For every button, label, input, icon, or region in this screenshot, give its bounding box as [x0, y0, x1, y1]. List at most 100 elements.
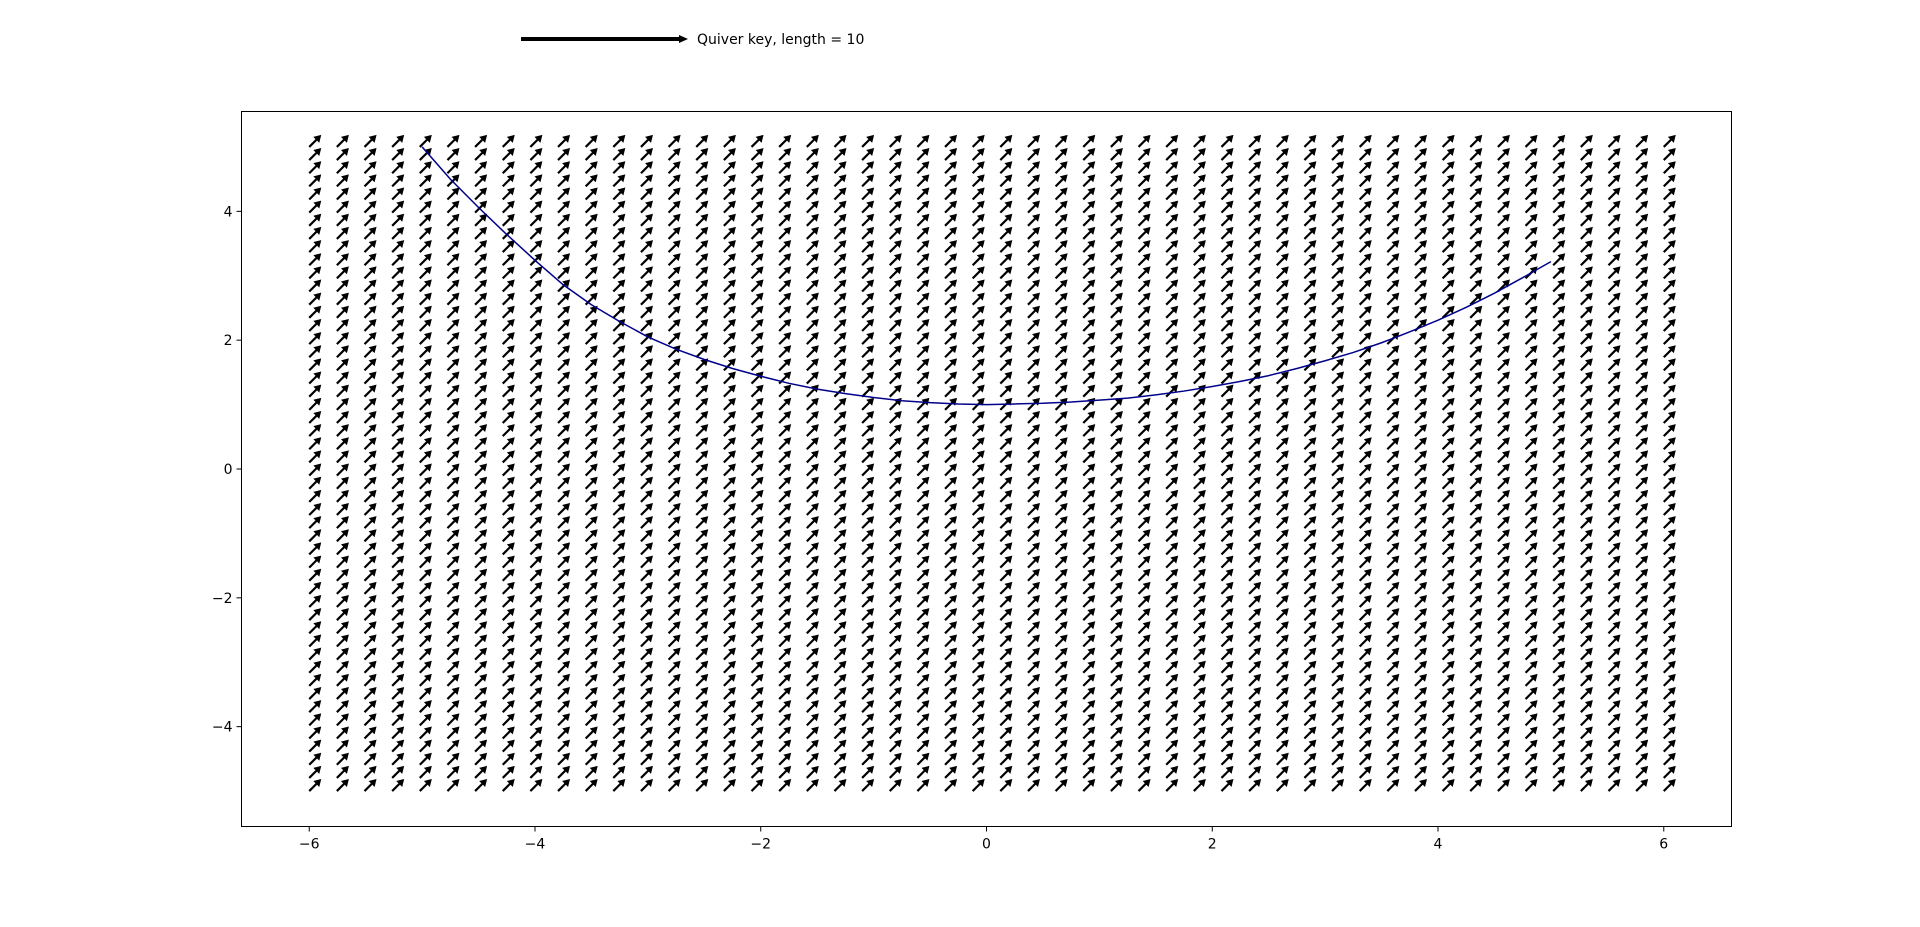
quiver-arrow	[1635, 358, 1649, 372]
quiver-arrow	[750, 555, 764, 569]
quiver-arrow	[1469, 345, 1483, 359]
quiver-arrow	[1358, 134, 1372, 148]
quiver-arrow	[1027, 187, 1040, 201]
quiver-arrow	[916, 450, 930, 464]
quiver-arrow	[1386, 765, 1400, 779]
quiver-arrow	[916, 608, 930, 621]
quiver-arrow	[806, 279, 819, 293]
quiver-arrow	[308, 148, 322, 161]
quiver-arrow	[1469, 779, 1483, 792]
quiver-arrow	[999, 542, 1013, 556]
quiver-arrow	[1358, 555, 1372, 569]
quiver-arrow	[1165, 161, 1179, 174]
quiver-arrow	[944, 424, 958, 437]
quiver-arrow	[778, 555, 792, 569]
quiver-arrow	[529, 345, 543, 359]
quiver-arrow	[1054, 187, 1068, 201]
quiver-arrow	[1137, 226, 1151, 240]
quiver-arrow	[446, 700, 460, 713]
quiver-key-label: Quiver key, length = 10	[697, 32, 864, 48]
quiver-arrow	[1414, 292, 1427, 306]
quiver-arrow	[1635, 148, 1649, 161]
quiver-arrow	[1303, 581, 1317, 595]
quiver-arrow	[1386, 660, 1400, 674]
quiver-arrow	[1386, 213, 1400, 227]
quiver-arrow	[640, 700, 653, 713]
quiver-arrow	[612, 397, 626, 411]
quiver-arrow	[501, 608, 515, 621]
quiver-arrow	[723, 516, 736, 529]
quiver-arrow	[308, 581, 322, 595]
quiver-arrow	[1165, 647, 1179, 661]
quiver-arrow	[1552, 187, 1566, 201]
quiver-arrow	[336, 253, 349, 267]
quiver-arrow	[1524, 134, 1538, 148]
quiver-arrow	[1220, 608, 1234, 621]
quiver-arrow	[1469, 187, 1483, 201]
quiver-arrow	[695, 424, 709, 437]
quiver-arrow	[474, 687, 488, 700]
quiver-arrow	[944, 200, 958, 214]
quiver-arrow	[861, 345, 875, 359]
quiver-arrow	[695, 213, 709, 227]
quiver-arrow	[999, 660, 1013, 674]
quiver-arrow	[1110, 292, 1123, 306]
quiver-arrow	[1027, 765, 1040, 779]
quiver-arrow	[1248, 384, 1262, 398]
quiver-arrow	[308, 226, 322, 240]
quiver-arrow	[750, 187, 764, 201]
quiver-arrow	[750, 713, 764, 727]
quiver-arrow	[750, 529, 764, 543]
quiver-arrow	[612, 595, 626, 608]
quiver-arrow	[501, 660, 515, 674]
quiver-arrow	[861, 410, 875, 424]
quiver-arrow	[1386, 450, 1400, 464]
quiver-arrow	[778, 318, 792, 332]
quiver-arrow	[1193, 502, 1206, 516]
quiver-arrow	[1386, 687, 1400, 700]
quiver-arrow	[1469, 621, 1483, 635]
quiver-arrow	[640, 279, 653, 293]
quiver-arrow	[944, 161, 958, 174]
quiver-arrow	[1441, 187, 1455, 201]
quiver-arrow	[833, 673, 847, 687]
quiver-arrow	[1635, 134, 1649, 148]
quiver-arrow	[1054, 476, 1068, 490]
quiver-arrow	[1358, 187, 1372, 201]
quiver-arrow	[584, 621, 598, 635]
quiver-arrow	[446, 752, 460, 766]
quiver-arrow	[640, 516, 653, 529]
quiver-arrow	[557, 700, 571, 713]
quiver-arrow	[695, 134, 709, 148]
quiver-arrow	[944, 581, 958, 595]
quiver-arrow	[1137, 148, 1151, 161]
quiver-arrow	[1303, 161, 1317, 174]
quiver-arrow	[806, 608, 819, 621]
quiver-arrow	[1165, 529, 1179, 543]
quiver-arrow	[612, 437, 626, 451]
quiver-arrow	[584, 516, 598, 529]
quiver-arrow	[1331, 345, 1345, 359]
quiver-arrow	[1303, 213, 1317, 227]
quiver-arrow	[501, 765, 515, 779]
quiver-arrow	[667, 726, 681, 740]
quiver-arrow	[1635, 305, 1649, 319]
quiver-arrow	[391, 213, 405, 227]
quiver-arrow	[557, 187, 571, 201]
quiver-arrow	[1607, 226, 1621, 240]
quiver-arrow	[723, 568, 736, 582]
quiver-arrow	[667, 673, 681, 687]
quiver-arrow	[640, 148, 653, 161]
quiver-arrow	[1414, 700, 1427, 713]
quiver-arrow	[640, 765, 653, 779]
quiver-arrow	[1469, 358, 1483, 372]
quiver-arrow	[1386, 779, 1400, 792]
quiver-arrow	[1165, 502, 1179, 516]
quiver-arrow	[612, 634, 626, 648]
quiver-arrow	[336, 318, 349, 332]
quiver-arrow	[916, 134, 930, 148]
quiver-arrow	[501, 318, 515, 332]
quiver-arrow	[1248, 305, 1262, 319]
quiver-arrow	[308, 555, 322, 569]
